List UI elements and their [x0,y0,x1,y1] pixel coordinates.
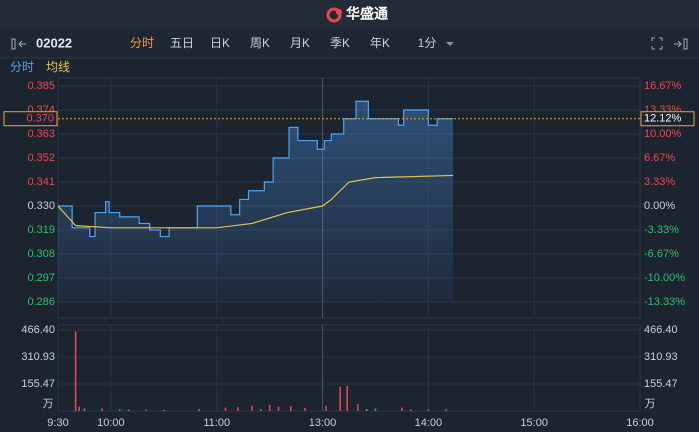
volume-bar [118,409,121,411]
y-tick-label: 0.308 [27,248,55,260]
volume-bar [277,406,280,411]
legend-item: 均线 [46,60,70,74]
volume-bar [237,407,239,411]
y-tick-label: 0.330 [27,200,55,212]
collapse-icon[interactable] [11,38,26,50]
fullscreen-icon[interactable] [651,37,663,50]
volume-bar [224,407,227,411]
volume-tick-label: 466.40 [644,324,678,336]
logo-icon [326,7,342,23]
y-tick-label: 0.352 [27,152,55,164]
top-bar [0,0,699,30]
x-tick-label: 13:00 [309,417,337,429]
x-tick-label: 14:00 [415,417,443,429]
volume-bar [325,405,327,411]
legend-item: 分时 [10,60,34,74]
volume-tick-label: 310.93 [21,351,55,363]
y-tick-label: 0.363 [27,128,55,140]
volume-tick-label: 155.47 [21,378,55,390]
volume-bar [346,385,348,411]
volume-bar [374,408,377,411]
y2-tick-label: 0.00% [644,200,675,212]
y2-tick-label: 6.67% [644,152,675,164]
tab[interactable]: 日K [210,36,230,50]
y2-tick-label: -6.67% [644,248,679,260]
last-price-label: 0.370 [26,113,54,125]
volume-bar [163,409,165,411]
volume-bar [78,406,80,411]
volume-bar [260,409,262,411]
y-tick-label: 0.297 [27,272,55,284]
last-change-label: 12.12% [644,113,682,125]
volume-bar [198,408,200,411]
y-tick-label: 0.385 [27,80,55,92]
y-tick-label: 0.286 [27,296,55,308]
average-line [57,174,454,229]
volume-bar [357,404,359,411]
y2-tick-label: -13.33% [644,296,685,308]
price-panel [57,77,641,319]
y2-tick-label: 3.33% [644,176,675,188]
volume-bar [427,409,430,411]
volume-tick-label: 155.47 [644,378,678,390]
tab[interactable]: 年K [370,36,390,50]
last-price-box [3,111,58,127]
volume-bar [74,331,77,411]
price-area [58,101,454,302]
tab[interactable]: 月K [290,36,310,50]
stock-code: 02022 [36,35,72,50]
volume-bar [365,408,368,411]
x-tick-label: 15:00 [520,417,548,429]
x-tick-label: 9:30 [47,417,68,429]
tab[interactable]: 周K [250,36,270,50]
logo-text: 华盛通 [346,6,388,22]
dropdown-arrow [446,42,454,46]
y2-tick-label: -10.00% [644,272,685,284]
volume-bar [268,404,271,411]
x-tick-label: 10:00 [97,417,125,429]
price-line [58,100,454,238]
volume-bar [445,408,447,411]
tab[interactable]: 五日 [170,36,194,50]
y-tick-label: 0.341 [27,176,55,188]
volume-bar [127,409,130,411]
volume-bar [101,408,103,411]
x-tick-label: 16:00 [626,417,654,429]
volume-bar [83,408,86,411]
volume-bar [409,409,412,411]
expand-icon[interactable] [674,38,688,50]
volume-bar [339,386,341,411]
volume-panel [57,324,641,412]
y2-tick-label: 10.00% [644,128,682,140]
last-change-box [640,111,695,127]
tab[interactable]: 季K [330,36,350,50]
volume-unit: 万 [43,398,54,410]
volume-bar [145,409,147,411]
volume-unit: 万 [645,398,656,410]
volume-bar [401,407,403,411]
tab[interactable]: 1分 [418,36,437,50]
y2-tick-label: 16.67% [644,80,682,92]
volume-bar [290,406,292,411]
y2-tick-label: -3.33% [644,224,679,236]
toolbar [0,30,699,58]
tab[interactable]: 分时 [130,36,154,50]
volume-bar [304,407,306,411]
volume-tick-label: 466.40 [21,324,55,336]
y-tick-label: 0.319 [27,224,55,236]
volume-bar [251,405,253,411]
x-tick-label: 11:00 [203,417,230,429]
volume-tick-label: 310.93 [644,351,678,363]
